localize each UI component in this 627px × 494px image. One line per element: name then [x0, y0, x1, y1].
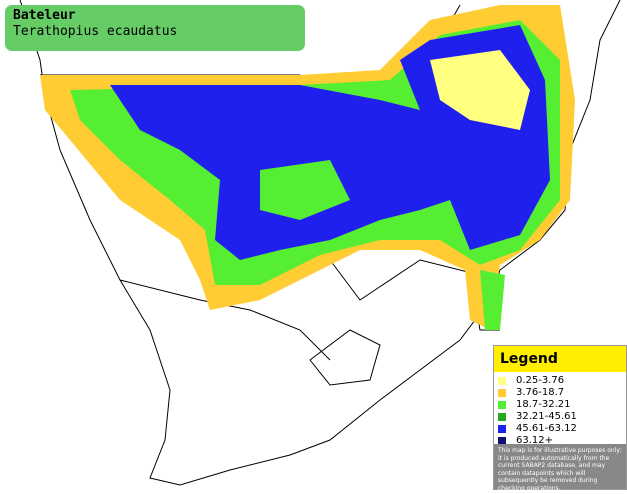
legend-swatch: [498, 401, 506, 409]
legend-item: 63.12+: [498, 435, 626, 447]
legend-swatch: [498, 437, 506, 445]
legend-items: 0.25-3.76 3.76-18.7 18.7-32.21 32.21-45.61 4…: [494, 372, 626, 450]
legend-label: 3.76-18.7: [516, 387, 565, 398]
legend-item: 32.21-45.61: [498, 411, 626, 423]
legend-item: 3.76-18.7: [498, 387, 626, 399]
legend-label: 18.7-32.21: [516, 399, 571, 410]
range-sparse: [430, 50, 530, 130]
legend-item: 0.25-3.76: [498, 375, 626, 387]
legend-item: 18.7-32.21: [498, 399, 626, 411]
species-name: Bateleur: [13, 8, 76, 23]
legend-label: 45.61-63.12: [516, 423, 577, 434]
disclaimer: This map is for illustrative purposes on…: [494, 444, 626, 492]
legend: Legend 0.25-3.76 3.76-18.7 18.7-32.21 32.21…: [493, 345, 627, 492]
legend-label: 32.21-45.61: [516, 411, 577, 422]
distribution: [40, 5, 575, 330]
legend-swatch: [498, 425, 506, 433]
legend-swatch: [498, 389, 506, 397]
range-mid: [480, 270, 505, 330]
legend-swatch: [498, 377, 506, 385]
legend-item: 45.61-63.12: [498, 423, 626, 435]
scientific-name: Terathopius ecaudatus: [13, 24, 178, 39]
legend-label: 0.25-3.76: [516, 375, 565, 386]
legend-swatch: [498, 413, 506, 421]
range-mid: [260, 160, 350, 220]
legend-title: Legend: [494, 346, 626, 372]
title-box: Bateleur Terathopius ecaudatus: [5, 5, 305, 51]
legend-label: 63.12+: [516, 435, 554, 446]
